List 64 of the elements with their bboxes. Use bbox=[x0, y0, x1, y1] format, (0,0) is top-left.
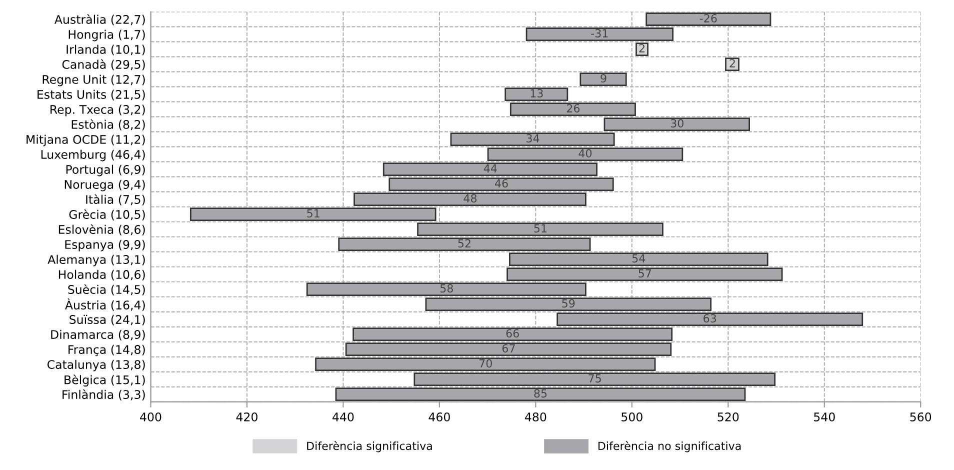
legend-label: Diferència significativa bbox=[307, 441, 432, 452]
y-tick-label: Grècia (10,5) bbox=[69, 209, 145, 220]
x-tick-label: 420 bbox=[236, 412, 258, 422]
y-tick-label: Irlanda (10,1) bbox=[66, 44, 145, 56]
y-tick-label: Estats Units (21,5) bbox=[38, 90, 145, 100]
annotation: 54 bbox=[632, 254, 646, 263]
annotation: 67 bbox=[502, 344, 515, 353]
annotation: 85 bbox=[534, 389, 547, 398]
annotation: 34 bbox=[526, 134, 540, 143]
annotation: 30 bbox=[670, 119, 684, 128]
y-tick-label: Canadà (29,5) bbox=[62, 59, 145, 70]
y-tick-label: Catalunya (13,8) bbox=[47, 360, 145, 372]
annotation: 13 bbox=[530, 89, 543, 98]
annotation: 9 bbox=[600, 74, 606, 82]
y-tick-label: Itàlia (7,5) bbox=[86, 194, 145, 206]
x-tick-label: 500 bbox=[622, 412, 642, 422]
bar bbox=[725, 58, 740, 71]
y-tick-label: Dinamarca (8,9) bbox=[51, 330, 145, 340]
annotation: 70 bbox=[479, 359, 492, 368]
x-tick-label: 540 bbox=[814, 412, 835, 422]
x-tick-label: 520 bbox=[718, 412, 739, 422]
y-tick-label: Austràlia (22,7) bbox=[54, 14, 145, 26]
annotation: 75 bbox=[588, 374, 601, 383]
legend-label: Diferència no significativa bbox=[598, 441, 741, 452]
x-tick-label: 460 bbox=[428, 412, 450, 422]
y-tick-label: Espanya (9,9) bbox=[65, 240, 145, 252]
y-tick-label: Alemanya (13,1) bbox=[48, 254, 145, 266]
annotation: 57 bbox=[638, 269, 652, 278]
y-tick-label: Estònia (8,2) bbox=[72, 119, 145, 130]
annotation: 26 bbox=[566, 104, 580, 112]
annotation: -31 bbox=[591, 29, 608, 38]
y-tick-label: Regne Unit (12,7) bbox=[42, 74, 145, 86]
y-tick-label: França (14,8) bbox=[68, 344, 145, 356]
y-tick-label: Mitjana OCDE (11,2) bbox=[26, 134, 145, 146]
x-tick-label: 440 bbox=[332, 412, 354, 422]
annotation: 2 bbox=[730, 59, 735, 68]
y-tick-label: Suïssa (24,1) bbox=[70, 314, 145, 326]
annotation: 52 bbox=[458, 239, 470, 248]
x-tick-label: 400 bbox=[140, 412, 162, 422]
y-tick-label: Noruega (9,4) bbox=[64, 180, 145, 192]
annotation: 46 bbox=[494, 179, 508, 188]
y-tick-label: Luxemburg (46,4) bbox=[41, 150, 145, 162]
annotation: 63 bbox=[704, 314, 716, 323]
annotation: 44 bbox=[484, 164, 497, 172]
y-tick-label: Portugal (6,9) bbox=[66, 164, 145, 176]
annotation: 58 bbox=[440, 284, 453, 293]
y-tick-label: Holanda (10,6) bbox=[58, 270, 145, 280]
annotation: 59 bbox=[562, 299, 575, 308]
y-tick-label: Àustria (16,4) bbox=[65, 298, 145, 311]
y-tick-label: Eslovènia (8,6) bbox=[58, 224, 145, 236]
x-tick-label: 560 bbox=[910, 412, 932, 422]
annotation: 51 bbox=[534, 224, 547, 233]
annotation: 48 bbox=[464, 194, 477, 203]
y-tick-label: Rep. Txeca (3,2) bbox=[50, 104, 145, 116]
annotation: 2 bbox=[639, 44, 644, 52]
annotation: 51 bbox=[307, 209, 320, 218]
annotation: 66 bbox=[506, 329, 519, 338]
y-tick-label: Bèlgica (15,1) bbox=[64, 374, 145, 387]
y-tick-label: Suècia (14,5) bbox=[68, 284, 145, 296]
y-tick-label: Hongria (1,7) bbox=[68, 30, 145, 42]
annotation: -26 bbox=[700, 14, 717, 22]
y-tick-label: Finlàndia (3,3) bbox=[62, 389, 145, 400]
annotation: 40 bbox=[578, 149, 592, 158]
x-tick-label: 480 bbox=[524, 412, 546, 422]
